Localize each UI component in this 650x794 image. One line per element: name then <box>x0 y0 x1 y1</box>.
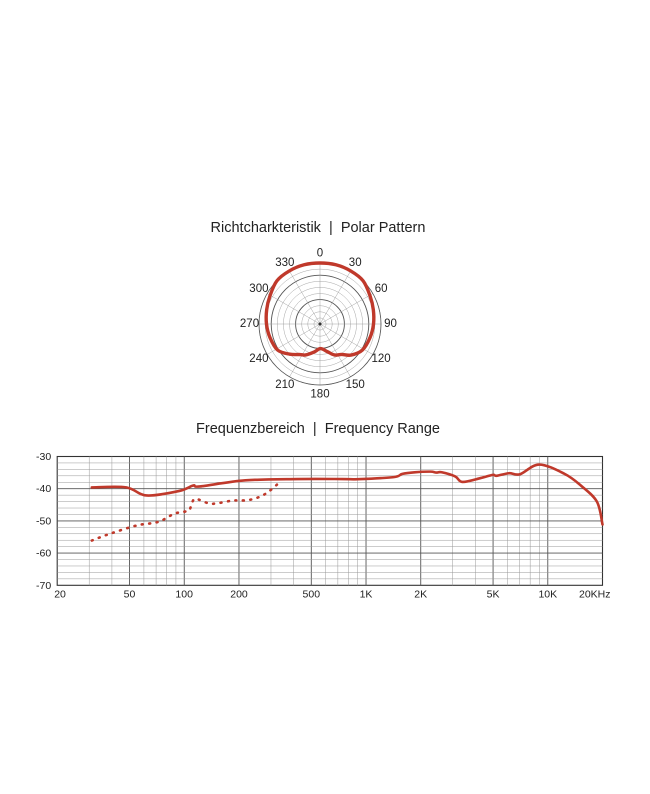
svg-text:60: 60 <box>375 283 388 295</box>
svg-text:20: 20 <box>54 588 66 600</box>
svg-text:-50: -50 <box>36 515 51 527</box>
svg-text:270: 270 <box>240 318 259 330</box>
svg-text:180: 180 <box>310 389 329 401</box>
svg-text:500: 500 <box>303 588 321 600</box>
svg-text:2K: 2K <box>414 588 427 600</box>
svg-text:20KHz: 20KHz <box>579 588 611 600</box>
svg-text:1K: 1K <box>360 588 373 600</box>
svg-text:-40: -40 <box>36 483 51 495</box>
svg-text:50: 50 <box>124 588 136 600</box>
svg-text:300: 300 <box>249 283 268 295</box>
svg-text:330: 330 <box>275 257 294 269</box>
svg-text:150: 150 <box>346 379 365 391</box>
svg-text:200: 200 <box>230 588 248 600</box>
svg-text:240: 240 <box>249 353 268 365</box>
svg-text:120: 120 <box>372 353 391 365</box>
svg-text:0: 0 <box>317 248 323 260</box>
svg-text:-30: -30 <box>36 451 51 463</box>
svg-text:10K: 10K <box>538 588 557 600</box>
svg-text:90: 90 <box>384 318 397 330</box>
svg-text:100: 100 <box>175 588 193 600</box>
svg-text:5K: 5K <box>487 588 500 600</box>
svg-text:-70: -70 <box>36 580 51 592</box>
svg-text:30: 30 <box>349 257 362 269</box>
svg-text:-60: -60 <box>36 548 51 560</box>
svg-text:210: 210 <box>275 379 294 391</box>
